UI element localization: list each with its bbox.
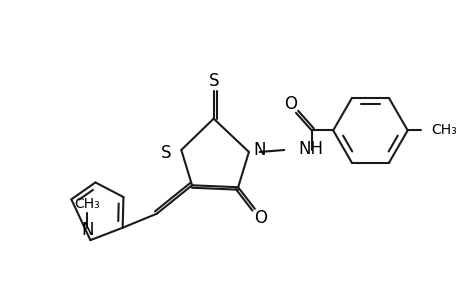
Text: O: O	[254, 208, 267, 226]
Text: NH: NH	[297, 140, 322, 158]
Text: N: N	[81, 221, 94, 239]
Text: CH₃: CH₃	[74, 197, 100, 211]
Text: S: S	[208, 72, 218, 90]
Text: S: S	[161, 144, 171, 162]
Text: CH₃: CH₃	[430, 123, 456, 137]
Text: O: O	[284, 95, 297, 113]
Text: N: N	[253, 141, 266, 159]
